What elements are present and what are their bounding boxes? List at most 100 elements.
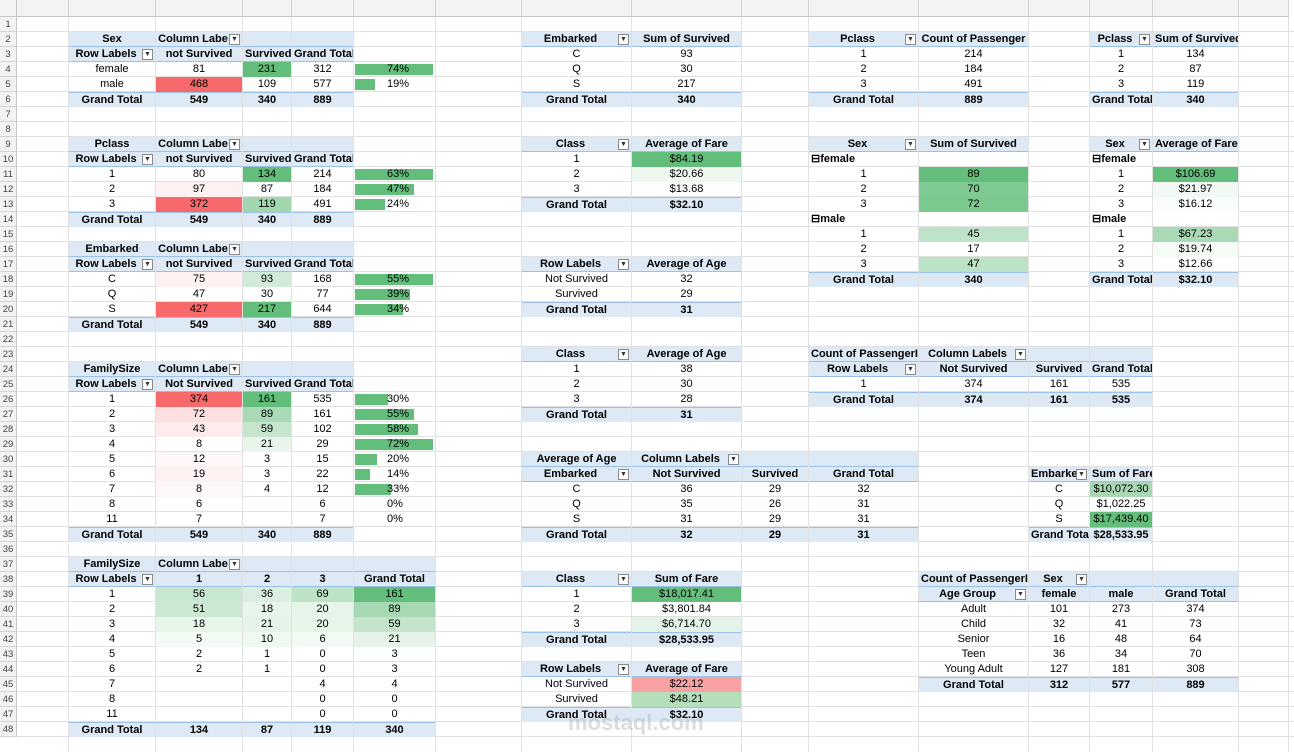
pivot-header-cell[interactable]: Embarked xyxy=(522,32,631,47)
pivot-value-cell[interactable]: 75 xyxy=(156,272,242,287)
row-header[interactable]: 22 xyxy=(0,332,17,347)
pivot-value-cell[interactable]: 372 xyxy=(156,197,242,212)
pivot-value-cell[interactable]: 3 xyxy=(263,468,271,480)
pivot-header-cell[interactable]: Sum of Fare xyxy=(632,572,741,587)
pivot-value-cell[interactable]: 1 xyxy=(573,588,580,600)
pivot-value-cell[interactable]: 12 xyxy=(316,483,329,495)
pivot-value-cell[interactable]: 0 xyxy=(391,708,398,720)
pivot-header-cell[interactable]: Row Labels xyxy=(522,662,631,677)
pivot-value-cell[interactable]: 8 xyxy=(108,498,116,510)
pivot-value-cell[interactable]: 38 xyxy=(680,363,693,375)
row-header[interactable]: 5 xyxy=(0,77,17,92)
pivot-value-cell[interactable]: Q xyxy=(1054,498,1064,510)
pivot-total-cell[interactable]: Grand Total xyxy=(522,302,631,317)
pivot-value-cell[interactable]: 491 xyxy=(964,78,983,90)
pivot-value-cell[interactable]: 89 xyxy=(354,602,435,617)
pivot-header-cell[interactable] xyxy=(243,137,291,152)
pivot-value-cell[interactable]: 29 xyxy=(768,513,782,525)
pivot-value-cell[interactable]: Senior xyxy=(957,633,990,645)
pivot-header-cell[interactable] xyxy=(742,452,808,467)
filter-dropdown-button[interactable]: ▼ xyxy=(142,154,153,165)
pivot-value-cell[interactable]: 21 xyxy=(354,632,435,647)
pivot-value-cell[interactable]: S xyxy=(1055,513,1063,525)
pivot-value-cell[interactable]: S xyxy=(108,303,116,315)
pivot-total-cell[interactable]: 889 xyxy=(292,92,353,107)
pivot-value-cell[interactable]: 7 xyxy=(108,483,116,495)
pivot-value-cell[interactable]: 6 xyxy=(319,498,326,510)
pivot-header-cell[interactable]: Row Labels xyxy=(809,362,918,377)
filter-dropdown-button[interactable]: ▼ xyxy=(618,574,629,585)
pivot-value-cell[interactable]: 64 xyxy=(1189,633,1202,645)
filter-dropdown-button[interactable]: ▼ xyxy=(1076,469,1087,480)
pivot-value-cell[interactable]: $106.69 xyxy=(1153,167,1238,182)
pivot-value-cell[interactable]: 1 xyxy=(573,153,580,165)
pivot-header-cell[interactable]: Count of Passenger xyxy=(919,32,1028,47)
pivot-total-cell[interactable]: $32.10 xyxy=(632,197,741,212)
pivot-value-cell[interactable]: 161 xyxy=(1049,378,1069,390)
pivot-value-cell[interactable]: 3 xyxy=(108,618,116,630)
pivot-header-cell[interactable]: Column Labels xyxy=(632,452,741,467)
pivot-header-cell[interactable] xyxy=(1153,572,1238,587)
pivot-header-cell[interactable]: Sex xyxy=(809,137,918,152)
pivot-header-cell[interactable]: Survived xyxy=(243,257,291,272)
pivot-header-cell[interactable]: Sum of Survived xyxy=(1153,32,1238,47)
row-header[interactable]: 30 xyxy=(0,452,17,467)
pivot-value-cell[interactable]: 4 xyxy=(108,438,116,450)
pivot-value-cell[interactable]: 93 xyxy=(680,48,693,60)
pivot-total-cell[interactable]: Grand Total xyxy=(522,632,631,647)
pivot-value-cell[interactable]: 2 xyxy=(860,183,867,195)
pivot-header-cell[interactable]: Row Labels xyxy=(69,377,155,392)
pivot-header-cell[interactable]: Column Labe xyxy=(156,362,242,377)
pivot-header-cell[interactable]: Embarked xyxy=(522,467,631,482)
pivot-header-cell[interactable] xyxy=(292,362,353,377)
column-header-g[interactable] xyxy=(436,0,522,17)
pivot-value-cell[interactable]: 134 xyxy=(1186,48,1205,60)
pivot-total-cell[interactable]: 889 xyxy=(1153,677,1238,692)
row-header[interactable]: 11 xyxy=(0,167,17,182)
row-header[interactable]: 14 xyxy=(0,212,17,227)
pivot-total-cell[interactable]: 31 xyxy=(632,302,741,317)
pivot-value-cell[interactable]: 3 xyxy=(573,618,580,630)
pivot-value-cell[interactable]: $1,022.25 xyxy=(1096,498,1146,510)
pivot-header-cell[interactable]: Class xyxy=(522,347,631,362)
pivot-header-cell[interactable]: Sum of Survived xyxy=(919,137,1028,152)
row-header[interactable]: 9 xyxy=(0,137,17,152)
pivot-total-cell[interactable]: 87 xyxy=(243,722,291,737)
pivot-value-cell[interactable]: 30 xyxy=(680,63,693,75)
pivot-header-cell[interactable]: Count of PassengerId xyxy=(809,347,918,362)
pivot-value-cell[interactable]: 12 xyxy=(156,452,242,467)
row-header[interactable]: 33 xyxy=(0,497,17,512)
pivot-header-cell[interactable]: Row Labels xyxy=(69,47,155,62)
pivot-value-cell[interactable]: Not Survived xyxy=(545,678,608,690)
pivot-value-cell[interactable]: 21 xyxy=(243,437,291,452)
pivot-header-cell[interactable]: Grand Total xyxy=(809,467,918,482)
pivot-header-cell[interactable] xyxy=(1090,572,1152,587)
pivot-header-cell[interactable]: Row Labels xyxy=(69,572,155,587)
pivot-value-cell[interactable]: 22 xyxy=(316,468,329,480)
pivot-value-cell[interactable]: 217 xyxy=(677,78,696,90)
pivot-value-cell[interactable]: 31 xyxy=(857,513,870,525)
pivot-value-cell[interactable]: 119 xyxy=(1186,78,1205,90)
pivot-header-cell[interactable]: Survived xyxy=(243,377,291,392)
pivot-value-cell[interactable]: 0 xyxy=(391,693,398,705)
pivot-value-cell[interactable]: 32 xyxy=(680,273,693,285)
row-header[interactable]: 41 xyxy=(0,617,17,632)
pivot-header-cell[interactable]: Average of Age xyxy=(522,452,631,467)
pivot-value-cell[interactable]: 127 xyxy=(1049,663,1069,675)
pivot-value-cell[interactable]: 4 xyxy=(108,633,116,645)
pivot-value-cell[interactable]: 0 xyxy=(319,708,326,720)
row-header[interactable]: 38 xyxy=(0,572,17,587)
filter-dropdown-button[interactable]: ▼ xyxy=(229,244,240,255)
pivot-header-cell[interactable]: Embarke xyxy=(1029,467,1089,482)
pivot-value-cell[interactable]: 3 xyxy=(108,198,116,210)
pivot-total-cell[interactable]: Grand Total xyxy=(809,92,918,107)
column-header-p[interactable] xyxy=(1239,0,1289,17)
pivot-total-cell[interactable]: Grand Total xyxy=(522,407,631,422)
pivot-value-cell[interactable]: 161 xyxy=(243,392,291,407)
pivot-header-cell[interactable]: Average of Fare xyxy=(632,662,741,677)
column-header-f[interactable] xyxy=(354,0,436,17)
row-header[interactable]: 13 xyxy=(0,197,17,212)
pivot-value-cell[interactable]: 10 xyxy=(243,632,291,647)
pivot-value-cell[interactable]: 20 xyxy=(292,617,353,632)
pivot-total-cell[interactable]: 549 xyxy=(156,212,242,227)
